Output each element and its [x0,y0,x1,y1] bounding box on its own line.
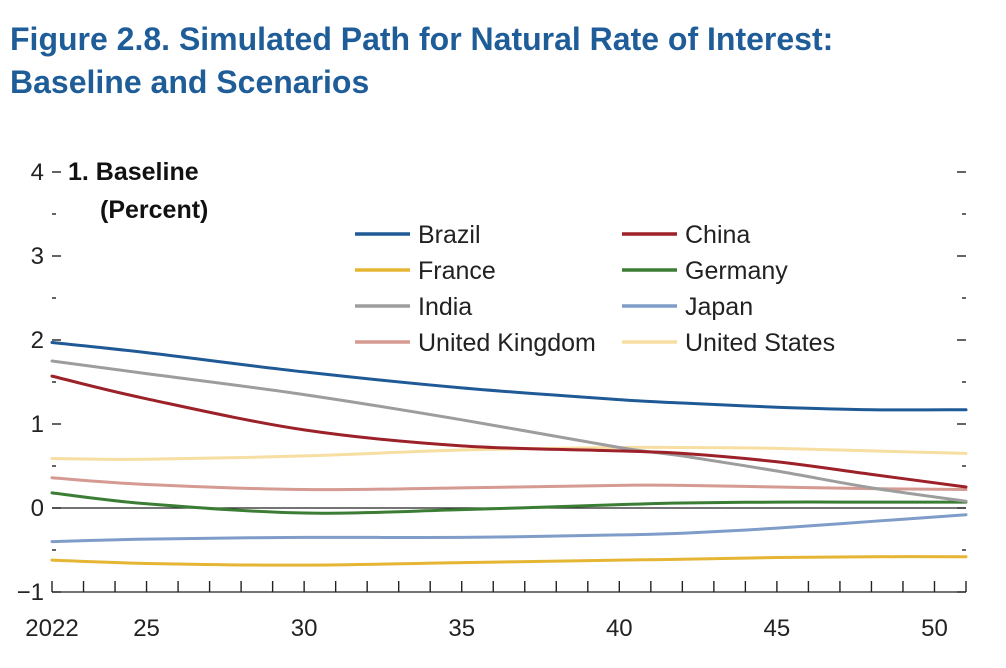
legend: Brazil China France Germany India Japan United… [355,221,835,357]
series-line-united-kingdom [50,476,968,492]
x-tick-label: 35 [448,615,475,642]
x-tick-label: 45 [764,615,791,642]
series-line-united-states [50,445,968,461]
series-lines [50,341,968,567]
legend-label-india: India [418,293,472,321]
legend-label-united-kingdom: United Kingdom [418,329,596,357]
series-line-india [50,359,968,503]
x-tick-label: 25 [133,615,160,642]
series-line-brazil [50,341,968,412]
series-line-china [50,374,968,489]
x-tick-label: 30 [291,615,318,642]
series-line-france [50,555,968,567]
legend-label-germany: Germany [685,257,788,285]
legend-label-japan: Japan [685,293,753,321]
y-tick-label: 4 [31,159,44,186]
legend-label-brazil: Brazil [418,221,481,249]
series-line-japan [50,513,968,544]
x-tick-label: 40 [606,615,633,642]
x-tick-label: 2022 [25,615,78,642]
axes: 4 3 2 1 0 −1 2022 25 30 35 40 45 50 [17,159,967,642]
legend-label-france: France [418,257,496,285]
y-tick-label: 0 [31,495,44,522]
legend-label-china: China [685,221,750,249]
series-line-germany [50,491,968,515]
legend-label-united-states: United States [685,329,835,357]
panel-title: 1. Baseline [68,158,199,186]
y-tick-label: 3 [31,243,44,270]
y-tick-label: 1 [31,411,44,438]
figure-title: Figure 2.8. Simulated Path for Natural R… [10,18,833,104]
y-tick-label: 2 [31,327,44,354]
figure-title-line2: Baseline and Scenarios [10,64,370,100]
figure-title-line1: Figure 2.8. Simulated Path for Natural R… [10,21,834,57]
y-tick-label: −1 [17,579,44,606]
x-tick-label: 50 [921,615,948,642]
unit-label: (Percent) [100,196,208,224]
